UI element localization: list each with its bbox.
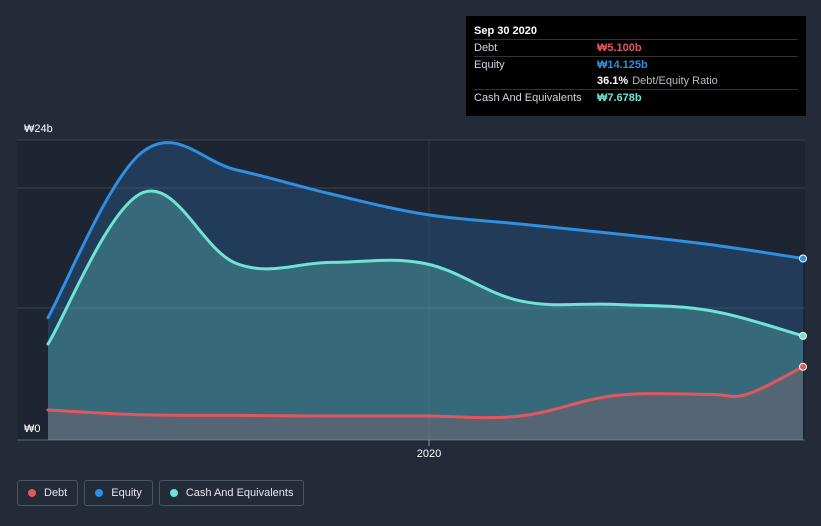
tooltip-equity-value: ₩14.125b	[597, 59, 648, 71]
tooltip-cash-label: Cash And Equivalents	[474, 92, 582, 104]
legend-item-equity[interactable]: Equity	[84, 480, 153, 506]
legend-label-equity: Equity	[111, 487, 142, 499]
tooltip-debt-value: ₩5.100b	[597, 42, 642, 54]
series-areas	[48, 142, 803, 440]
cash-and-equivalents-line	[46, 189, 805, 346]
cash-dot-icon	[169, 489, 178, 497]
tooltip-debt-label: Debt	[474, 42, 498, 54]
tooltip-row-cash: Cash And Equivalents ₩7.678b	[474, 89, 798, 106]
legend-label-debt: Debt	[44, 487, 68, 499]
tooltip-row-equity: Equity ₩14.125b	[474, 56, 798, 73]
y-tick-label-top: ₩24b	[24, 123, 53, 135]
equity-end-marker	[799, 254, 807, 263]
debt-line	[46, 365, 805, 420]
tooltip-date: Sep 30 2020	[474, 25, 537, 37]
tooltip-ratio-value: 36.1%	[597, 75, 629, 87]
tooltip-equity-label: Equity	[474, 59, 505, 71]
tooltip: Sep 30 2020 Debt ₩5.100b Equity ₩14.125b…	[466, 16, 806, 116]
legend-item-debt[interactable]: Debt	[17, 480, 79, 506]
equity-line	[46, 141, 805, 320]
equity-area	[48, 142, 803, 440]
tooltip-row-ratio: 36.1% Debt/Equity Ratio	[474, 73, 798, 89]
series-end-markers	[799, 254, 807, 371]
cash-and-equivalents-end-marker	[799, 331, 807, 340]
x-tick-label-2020: 2020	[417, 448, 441, 460]
equity-dot-icon	[95, 489, 104, 497]
debt-dot-icon	[28, 489, 36, 497]
debt-area	[48, 366, 803, 440]
tooltip-row-debt: Debt ₩5.100b	[474, 39, 798, 56]
debt-end-marker	[799, 362, 807, 371]
legend-label-cash: Cash And Equivalents	[185, 487, 294, 499]
tooltip-cash-value: ₩7.678b	[597, 92, 642, 104]
y-tick-label-bottom: ₩0	[24, 423, 41, 435]
legend: Debt Equity Cash And Equivalents	[17, 480, 305, 506]
series-lines	[46, 141, 805, 420]
tooltip-ratio-label: Debt/Equity Ratio	[632, 75, 718, 87]
cash-and-equivalents-area	[48, 190, 803, 440]
legend-item-cash[interactable]: Cash And Equivalents	[158, 480, 305, 506]
